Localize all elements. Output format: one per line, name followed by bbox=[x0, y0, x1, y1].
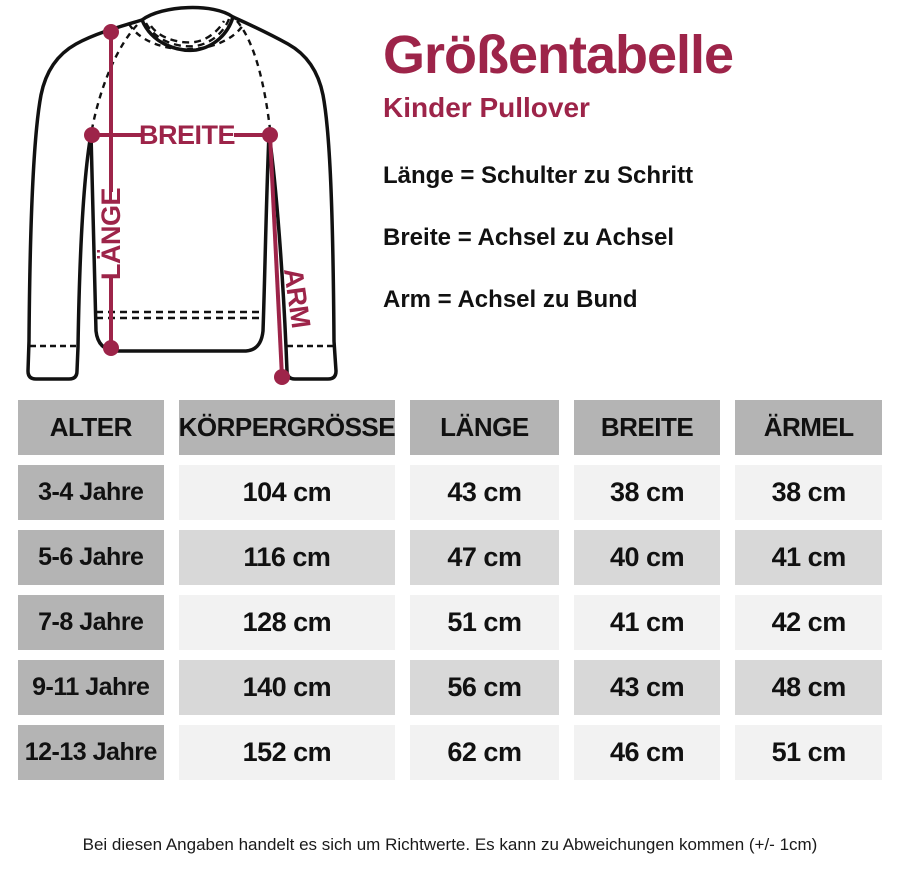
definition-arm: Arm = Achsel zu Bund bbox=[383, 286, 638, 314]
table-cell: 38 cm bbox=[573, 465, 721, 520]
page-title: Größentabelle bbox=[383, 25, 734, 85]
breite-label: BREITE bbox=[139, 120, 235, 150]
table-cell: 116 cm bbox=[178, 530, 396, 585]
sweater-illustration: LÄNGE BREITE ARM bbox=[26, 5, 338, 385]
table-cell: 51 cm bbox=[410, 595, 559, 650]
measurement-definitions: Länge = Schulter zu Schritt Breite = Ach… bbox=[383, 163, 693, 313]
back-neck-seam bbox=[127, 21, 247, 51]
column-header-koerpergroesse: KÖRPERGRÖSSE bbox=[178, 400, 396, 455]
page-subtitle: Kinder Pullover bbox=[383, 92, 590, 123]
table-cell: 38 cm bbox=[735, 465, 882, 520]
collar-stitch-line bbox=[144, 18, 231, 48]
disclaimer-note: Bei diesen Angaben handelt es sich um Ri… bbox=[82, 835, 818, 854]
table-cell: 42 cm bbox=[735, 595, 882, 650]
table-cell: 56 cm bbox=[410, 660, 559, 715]
arm-measure-line bbox=[268, 134, 284, 378]
arm-cuff-dot bbox=[274, 369, 290, 385]
age-cell: 9-11 Jahre bbox=[18, 660, 164, 715]
right-shoulder-seam bbox=[236, 20, 272, 130]
table-cell: 140 cm bbox=[178, 660, 396, 715]
table-cell: 104 cm bbox=[178, 465, 396, 520]
sweater-outline bbox=[26, 5, 338, 381]
table-cell: 128 cm bbox=[178, 595, 396, 650]
collar-outline bbox=[140, 15, 235, 53]
table-cell: 41 cm bbox=[573, 595, 721, 650]
column-header-laenge: LÄNGE bbox=[410, 400, 559, 455]
column-header-breite: BREITE bbox=[573, 400, 721, 455]
laenge-top-dot bbox=[103, 24, 119, 40]
age-cell: 7-8 Jahre bbox=[18, 595, 164, 650]
table-cell: 48 cm bbox=[735, 660, 882, 715]
table-cell: 152 cm bbox=[178, 725, 396, 780]
table-cell: 47 cm bbox=[410, 530, 559, 585]
sweater-diagram: LÄNGE BREITE ARM bbox=[0, 0, 372, 396]
age-cell: 12-13 Jahre bbox=[18, 725, 164, 780]
table-cell: 41 cm bbox=[735, 530, 882, 585]
column-header-aermel: ÄRMEL bbox=[735, 400, 882, 455]
age-cell: 5-6 Jahre bbox=[18, 530, 164, 585]
left-shoulder-seam bbox=[90, 24, 138, 130]
column-header-alter: ALTER bbox=[18, 400, 164, 455]
breite-left-dot bbox=[84, 127, 100, 143]
definition-breite: Breite = Achsel zu Achsel bbox=[383, 224, 674, 252]
collar-stitch-line bbox=[150, 20, 226, 44]
definition-laenge: Länge = Schulter zu Schritt bbox=[383, 162, 694, 189]
laenge-bottom-dot bbox=[103, 340, 119, 356]
table-cell: 51 cm bbox=[735, 725, 882, 780]
table-cell: 62 cm bbox=[410, 725, 559, 780]
age-cell: 3-4 Jahre bbox=[18, 465, 164, 520]
table-cell: 43 cm bbox=[410, 465, 559, 520]
laenge-label: LÄNGE bbox=[96, 188, 126, 280]
size-table: ALTER KÖRPERGRÖSSE LÄNGE BREITE ÄRMEL 3-… bbox=[18, 400, 882, 780]
table-cell: 46 cm bbox=[573, 725, 721, 780]
table-cell: 40 cm bbox=[573, 530, 721, 585]
table-cell: 43 cm bbox=[573, 660, 721, 715]
